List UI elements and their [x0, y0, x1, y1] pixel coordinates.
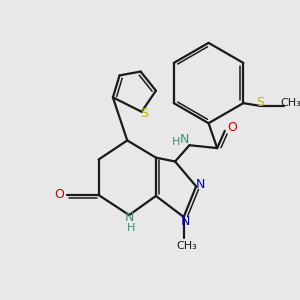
Text: O: O — [227, 122, 237, 134]
Text: N: N — [181, 215, 190, 228]
Text: CH₃: CH₃ — [281, 98, 300, 108]
Text: N: N — [196, 178, 206, 191]
Text: N: N — [124, 212, 134, 224]
Text: CH₃: CH₃ — [176, 241, 197, 251]
Text: H: H — [127, 224, 135, 233]
Text: N: N — [180, 133, 189, 146]
Text: H: H — [172, 137, 180, 147]
Text: S: S — [256, 96, 265, 109]
Text: S: S — [140, 107, 148, 120]
Text: O: O — [54, 188, 64, 202]
